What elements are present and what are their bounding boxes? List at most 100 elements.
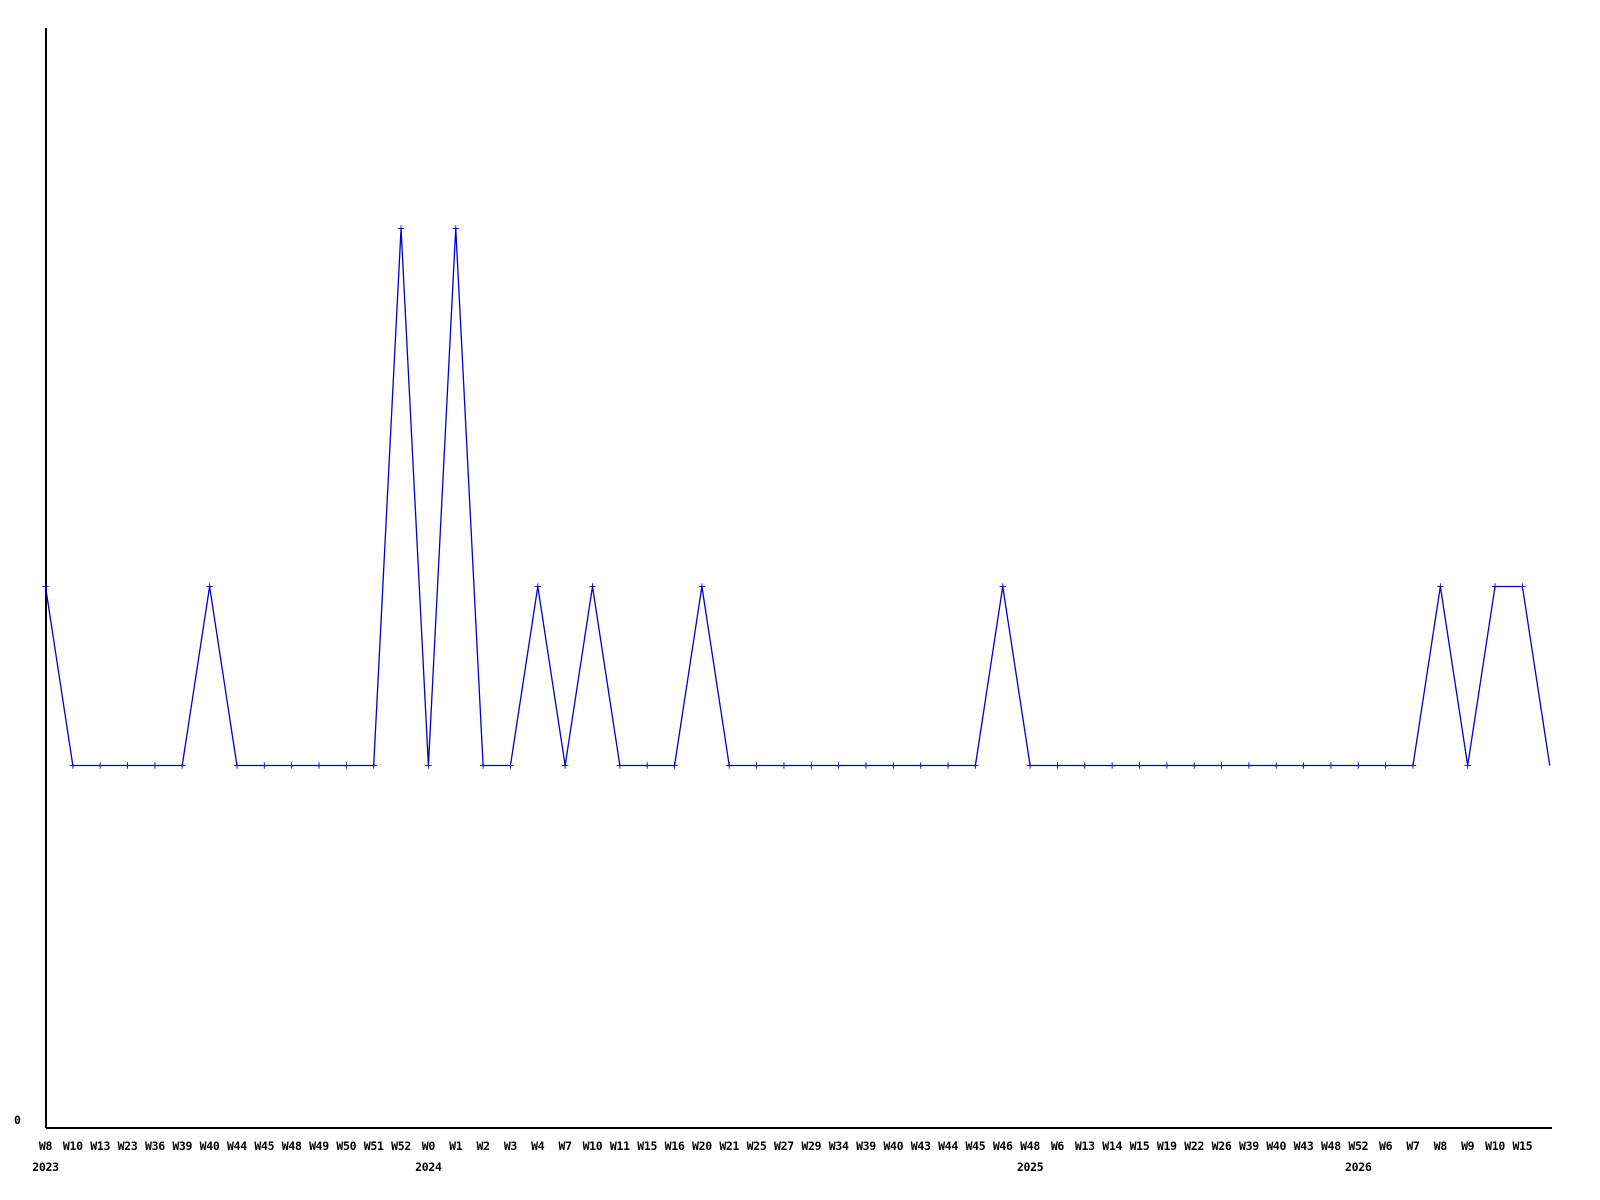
x-tick-label: W49: [309, 1139, 329, 1153]
series-marker-group: [42, 225, 1526, 769]
x-tick-label: W48: [1020, 1139, 1041, 1153]
data-point-marker: [589, 583, 596, 590]
series-line-path: [44, 228, 1551, 767]
x-tick-label: W15: [1129, 1139, 1150, 1153]
x-tick-label: W43: [910, 1139, 931, 1153]
data-point-marker: [1273, 762, 1280, 769]
x-tick-label: W8: [38, 1139, 53, 1153]
data-point-marker: [479, 762, 487, 769]
data-point-marker: [972, 762, 979, 769]
data-point-marker: [1382, 762, 1389, 769]
axes-group: [45, 28, 1552, 1129]
data-point-marker: [1300, 762, 1307, 769]
data-point-marker: [452, 225, 459, 232]
data-point-marker: [944, 762, 952, 769]
data-point-marker: [616, 762, 624, 769]
data-point-marker: [1355, 762, 1362, 769]
data-point-marker: [1409, 762, 1417, 769]
x-tick-label: W26: [1211, 1139, 1232, 1153]
data-point-marker: [917, 762, 924, 769]
x-tick-label: W2: [476, 1139, 490, 1153]
data-point-marker: [862, 762, 870, 769]
x-tick-label: W40: [199, 1139, 220, 1153]
data-point-marker: [288, 762, 295, 769]
x-tick-label: W8: [1433, 1139, 1448, 1153]
data-point-marker: [233, 762, 241, 769]
x-tick-label: W11: [609, 1139, 630, 1153]
x-tick-label: W15: [637, 1139, 658, 1153]
x-tick-label: W39: [1238, 1139, 1259, 1153]
x-tick-label: W19: [1156, 1139, 1177, 1153]
data-point-marker: [179, 762, 186, 769]
x-tick-label: W23: [117, 1139, 138, 1153]
data-point-marker: [534, 583, 541, 590]
x-year-label: 2023: [32, 1160, 59, 1174]
data-point-marker: [1245, 762, 1253, 769]
data-point-marker: [397, 225, 405, 232]
x-tick-label: W44: [227, 1139, 247, 1153]
data-point-marker: [370, 762, 377, 769]
data-point-marker: [671, 762, 678, 769]
x-tick-label: W10: [62, 1139, 83, 1153]
data-point-marker: [425, 762, 432, 769]
data-point-marker: [507, 762, 514, 769]
x-tick-label: W45: [965, 1139, 986, 1153]
x-tick-label: W34: [828, 1139, 849, 1153]
x-tick-label: W40: [1266, 1139, 1287, 1153]
x-tick-label: W51: [363, 1139, 384, 1153]
data-point-marker: [69, 762, 77, 769]
x-tick-label: W15: [1512, 1139, 1533, 1153]
x-tick-label: W0: [421, 1139, 436, 1153]
data-point-marker: [1437, 583, 1444, 590]
x-tick-label: W6: [1050, 1139, 1065, 1153]
data-point-marker: [890, 762, 897, 769]
data-point-marker: [1108, 762, 1116, 769]
x-tick-label: W9: [1461, 1139, 1475, 1153]
data-point-marker: [1464, 762, 1471, 769]
x-tick-label: W7: [558, 1139, 573, 1153]
x-tick-label: W4: [531, 1139, 545, 1153]
x-tick-label: W39: [856, 1139, 876, 1153]
data-point-marker: [835, 762, 842, 769]
data-point-marker: [206, 583, 213, 590]
data-point-marker: [1136, 762, 1143, 769]
data-point-marker: [261, 762, 268, 769]
x-tick-label: W1: [449, 1139, 463, 1153]
x-tick-label: W43: [1293, 1139, 1314, 1153]
x-tick-label: W10: [582, 1139, 603, 1153]
data-point-marker: [1026, 762, 1034, 769]
data-point-marker: [42, 583, 49, 590]
data-point-marker: [1054, 762, 1061, 769]
data-point-marker: [1163, 762, 1171, 769]
x-tick-label: W20: [691, 1139, 712, 1153]
data-point-marker: [808, 762, 815, 769]
data-point-marker: [780, 762, 788, 769]
data-point-marker: [1191, 762, 1198, 769]
data-point-marker: [1081, 762, 1088, 769]
x-tick-label: W7: [1406, 1139, 1420, 1153]
x-tick-label: W13: [1074, 1139, 1095, 1153]
x-tick-label: W52: [1348, 1139, 1369, 1153]
x-tick-label: W40: [883, 1139, 904, 1153]
x-tick-label: W21: [719, 1139, 740, 1153]
data-point-marker: [1327, 762, 1335, 769]
x-tick-label: W45: [254, 1139, 275, 1153]
x-tick-label: W29: [801, 1139, 822, 1153]
x-tick-label: W10: [1485, 1139, 1505, 1153]
x-tick-label: W3: [503, 1139, 518, 1153]
data-point-marker: [1218, 762, 1225, 769]
data-point-marker: [753, 762, 760, 769]
x-year-label: 2026: [1345, 1160, 1372, 1174]
x-tick-label: W50: [336, 1139, 357, 1153]
x-year-label: 2025: [1016, 1160, 1044, 1174]
data-point-marker: [343, 762, 350, 769]
data-point-marker: [561, 762, 569, 769]
x-tick-label: W48: [1321, 1139, 1341, 1153]
x-year-label: 2024: [415, 1160, 442, 1174]
x-tick-label: W52: [391, 1139, 411, 1153]
data-point-marker: [315, 762, 323, 769]
x-tick-label: W27: [774, 1139, 794, 1153]
data-point-marker: [151, 762, 159, 769]
data-point-marker: [644, 762, 651, 769]
